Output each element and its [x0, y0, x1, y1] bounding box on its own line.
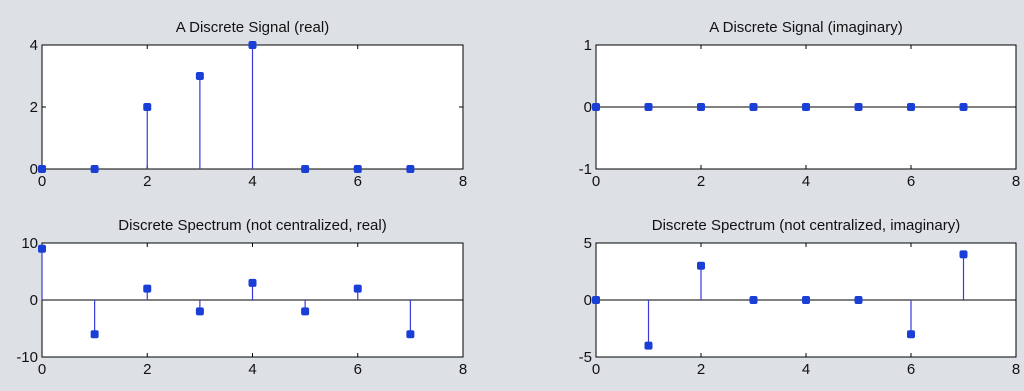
data-point [749, 103, 758, 111]
y-tick-label: 5 [584, 235, 592, 252]
data-point [301, 307, 310, 316]
data-point [697, 103, 705, 111]
data-point [90, 165, 99, 173]
y-tick-label: -10 [16, 349, 38, 366]
data-point [644, 341, 653, 350]
x-tick-label: 6 [354, 173, 362, 190]
data-point [854, 296, 863, 304]
y-tick-label: 2 [30, 99, 38, 116]
data-point [749, 296, 758, 304]
data-point [644, 103, 653, 111]
data-point [802, 103, 810, 111]
y-tick-label: 0 [584, 99, 592, 116]
x-tick-label: 0 [592, 361, 600, 378]
y-tick-label: 4 [30, 37, 38, 54]
data-point [195, 72, 204, 80]
data-point [90, 330, 99, 339]
x-tick-label: 0 [38, 361, 46, 378]
data-point [406, 330, 415, 339]
data-point [38, 165, 46, 173]
data-point [592, 103, 600, 111]
data-point [907, 330, 915, 339]
x-tick-label: 2 [143, 173, 151, 190]
data-point [592, 296, 600, 304]
data-point [301, 165, 310, 173]
y-tick-label: 0 [584, 292, 592, 309]
x-tick-label: 8 [459, 361, 467, 378]
y-tick-label: -1 [579, 161, 592, 178]
x-tick-label: 8 [1012, 173, 1020, 190]
data-point [907, 103, 915, 111]
x-tick-label: 2 [143, 361, 151, 378]
y-tick-label: 0 [30, 161, 38, 178]
x-tick-label: 0 [592, 173, 600, 190]
plot-title: A Discrete Signal (real) [176, 19, 329, 36]
y-tick-label: 0 [30, 292, 38, 309]
x-tick-label: 4 [802, 173, 810, 190]
data-point [406, 165, 415, 173]
x-tick-label: 6 [354, 361, 362, 378]
x-tick-label: 4 [248, 173, 256, 190]
plot-title: Discrete Spectrum (not centralized, imag… [652, 217, 960, 234]
data-point [854, 103, 863, 111]
x-tick-label: 2 [697, 173, 705, 190]
data-point [353, 284, 362, 293]
plot-title: Discrete Spectrum (not centralized, real… [118, 217, 386, 234]
data-point [143, 103, 152, 111]
data-point [353, 165, 362, 173]
x-tick-label: 8 [1012, 361, 1020, 378]
x-tick-label: 0 [38, 173, 46, 190]
x-tick-label: 8 [459, 173, 467, 190]
y-tick-label: -5 [579, 349, 592, 366]
data-point [248, 278, 257, 287]
data-point [802, 296, 810, 304]
data-point [195, 307, 204, 316]
data-point [38, 244, 46, 253]
plot-title: A Discrete Signal (imaginary) [709, 19, 902, 36]
x-tick-label: 2 [697, 361, 705, 378]
data-point [697, 261, 705, 270]
data-point [248, 41, 257, 49]
data-point [143, 284, 152, 293]
x-tick-label: 4 [248, 361, 256, 378]
x-tick-label: 6 [907, 361, 915, 378]
x-tick-label: 4 [802, 361, 810, 378]
y-tick-label: 1 [584, 37, 592, 54]
subplot-signal-real: 0 2 4 6 8 0 2 4 A Discrete Signal (real) [30, 19, 468, 190]
y-tick-label: 10 [21, 235, 38, 252]
data-point [959, 103, 968, 111]
x-tick-label: 6 [907, 173, 915, 190]
data-point [959, 250, 968, 259]
